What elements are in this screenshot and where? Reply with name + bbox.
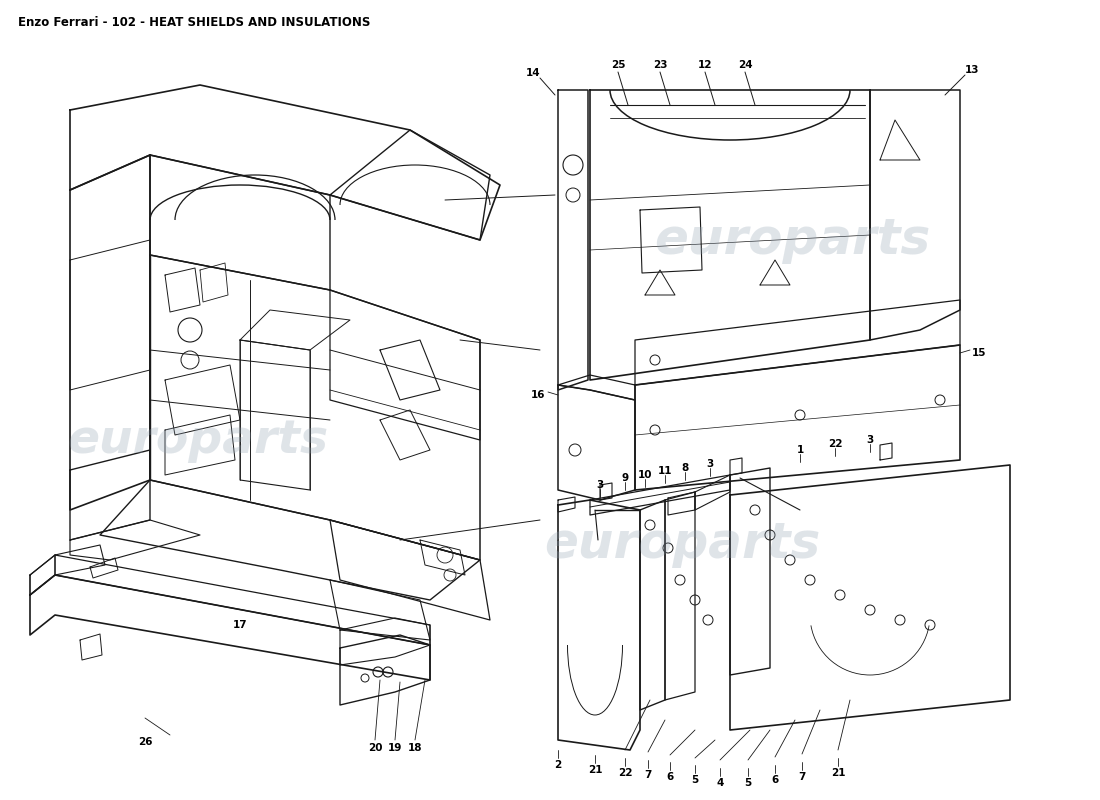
Text: 15: 15 — [972, 348, 987, 358]
Text: 10: 10 — [638, 470, 652, 480]
Text: 20: 20 — [367, 743, 383, 753]
Text: 2: 2 — [554, 760, 562, 770]
Text: 9: 9 — [621, 473, 628, 483]
Text: europarts: europarts — [67, 418, 329, 462]
Text: 7: 7 — [645, 770, 651, 780]
Text: 22: 22 — [618, 768, 632, 778]
Text: 3: 3 — [706, 459, 714, 469]
Text: 17: 17 — [233, 620, 248, 630]
Text: 26: 26 — [138, 737, 152, 747]
Text: 5: 5 — [745, 778, 751, 788]
Text: 4: 4 — [716, 778, 724, 788]
Text: europarts: europarts — [653, 216, 931, 264]
Text: 3: 3 — [596, 480, 604, 490]
Text: 23: 23 — [652, 60, 668, 70]
Text: 12: 12 — [697, 60, 713, 70]
Text: 21: 21 — [587, 765, 603, 775]
Text: 6: 6 — [667, 772, 673, 782]
Text: europarts: europarts — [543, 520, 821, 568]
Text: 21: 21 — [830, 768, 845, 778]
Text: europarts: europarts — [67, 418, 329, 462]
Text: 16: 16 — [530, 390, 544, 400]
Text: Enzo Ferrari - 102 - HEAT SHIELDS AND INSULATIONS: Enzo Ferrari - 102 - HEAT SHIELDS AND IN… — [18, 15, 371, 29]
Text: 24: 24 — [738, 60, 752, 70]
Text: 11: 11 — [658, 466, 672, 476]
Text: europarts: europarts — [653, 216, 931, 264]
Text: europarts: europarts — [543, 520, 821, 568]
Text: 1: 1 — [796, 445, 804, 455]
Text: 14: 14 — [526, 68, 540, 78]
Text: 25: 25 — [610, 60, 625, 70]
Text: 3: 3 — [867, 435, 873, 445]
Text: 19: 19 — [388, 743, 403, 753]
Text: 13: 13 — [965, 65, 979, 75]
Text: 7: 7 — [799, 772, 805, 782]
Text: 22: 22 — [827, 439, 843, 449]
Text: 5: 5 — [692, 775, 698, 785]
Text: 18: 18 — [408, 743, 422, 753]
Text: 8: 8 — [681, 463, 689, 473]
Text: 6: 6 — [771, 775, 779, 785]
